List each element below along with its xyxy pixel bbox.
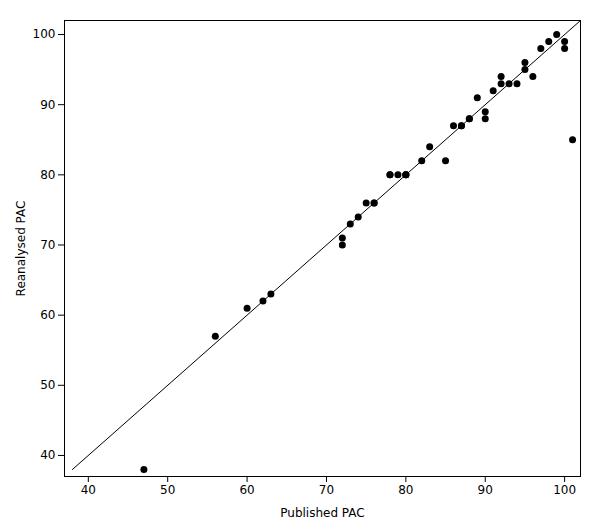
svg-text:60: 60 (40, 308, 55, 322)
svg-text:50: 50 (40, 378, 55, 392)
svg-text:70: 70 (319, 483, 334, 497)
svg-text:50: 50 (160, 483, 175, 497)
svg-text:Reanalysed PAC: Reanalysed PAC (14, 201, 28, 297)
svg-text:80: 80 (398, 483, 413, 497)
svg-text:100: 100 (33, 27, 56, 41)
svg-text:90: 90 (40, 98, 55, 112)
svg-text:100: 100 (553, 483, 576, 497)
svg-text:40: 40 (81, 483, 96, 497)
svg-text:80: 80 (40, 168, 55, 182)
svg-text:90: 90 (478, 483, 493, 497)
svg-text:70: 70 (40, 238, 55, 252)
svg-text:60: 60 (239, 483, 254, 497)
svg-text:40: 40 (40, 448, 55, 462)
svg-text:Published PAC: Published PAC (280, 506, 364, 520)
